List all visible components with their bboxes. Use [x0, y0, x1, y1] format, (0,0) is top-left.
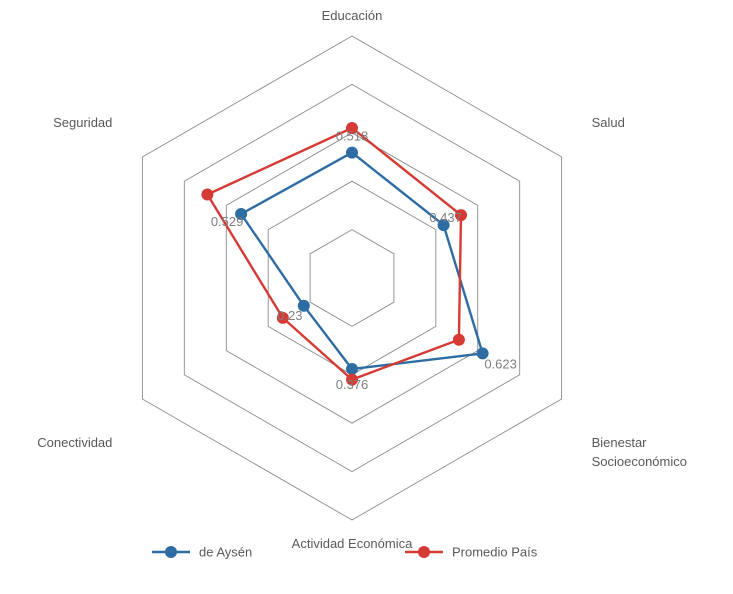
data-labels: 0.518 0.437 0.623 0.376 0.23 0.529 [211, 129, 517, 392]
series-2 [201, 122, 467, 386]
data-point [476, 347, 489, 360]
legend-label: Promedio País [452, 545, 538, 560]
series-line [239, 151, 484, 371]
category-labels: Educación Salud Bienestar Socioeconómico Act… [37, 8, 687, 551]
data-point [346, 373, 358, 386]
data-label: 0.23 [277, 308, 302, 323]
data-point [276, 311, 289, 324]
data-point [235, 208, 248, 220]
legend: de Aysén Promedio País [152, 545, 538, 560]
data-point [201, 188, 214, 201]
category-label: Seguridad [53, 115, 112, 130]
series-lines [201, 122, 489, 386]
data-label: 0.437 [429, 210, 462, 225]
data-label: 0.529 [211, 214, 244, 229]
data-label: 0.623 [484, 356, 517, 371]
legend-item: de Aysén [152, 545, 252, 560]
legend-item: Promedio País [405, 545, 538, 560]
category-label: Educación [322, 8, 383, 23]
legend-marker [418, 546, 430, 558]
grid-ring-4 [183, 83, 521, 473]
data-point [437, 219, 450, 232]
data-label: 0.376 [336, 377, 369, 392]
grid-ring-1 [309, 229, 395, 327]
series-line [206, 126, 463, 381]
category-label: Bienestar Socioeconómico [592, 435, 687, 469]
category-label: Conectividad [37, 435, 112, 450]
category-label: Actividad Económica [292, 536, 413, 551]
data-label: 0.518 [336, 129, 369, 144]
data-point [346, 363, 358, 375]
radar-grid [141, 35, 563, 521]
category-label: Salud [592, 115, 625, 130]
grid-ring-5 [141, 35, 563, 521]
data-point [452, 333, 465, 346]
legend-label: de Aysén [199, 545, 252, 560]
legend-marker [165, 546, 177, 558]
grid-ring-2 [267, 180, 437, 376]
data-point [297, 299, 310, 312]
data-point [346, 146, 358, 159]
data-point [346, 122, 358, 134]
grid-ring-3 [225, 132, 479, 424]
series-1 [235, 146, 489, 375]
data-point [455, 209, 467, 222]
